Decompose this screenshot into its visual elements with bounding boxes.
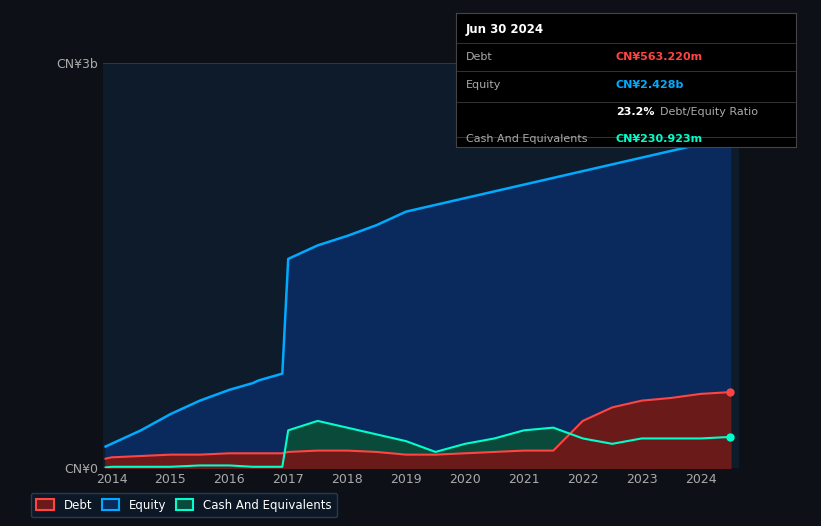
Legend: Debt, Equity, Cash And Equivalents: Debt, Equity, Cash And Equivalents (30, 493, 337, 518)
Text: CN¥230.923m: CN¥230.923m (616, 134, 703, 144)
Text: Cash And Equivalents: Cash And Equivalents (466, 134, 587, 144)
Text: Debt/Equity Ratio: Debt/Equity Ratio (660, 107, 758, 117)
Text: Jun 30 2024: Jun 30 2024 (466, 23, 544, 36)
Text: Equity: Equity (466, 80, 502, 90)
Text: Debt: Debt (466, 52, 493, 62)
Text: CN¥563.220m: CN¥563.220m (616, 52, 703, 62)
Text: CN¥2.428b: CN¥2.428b (616, 80, 684, 90)
Text: 23.2%: 23.2% (616, 107, 654, 117)
